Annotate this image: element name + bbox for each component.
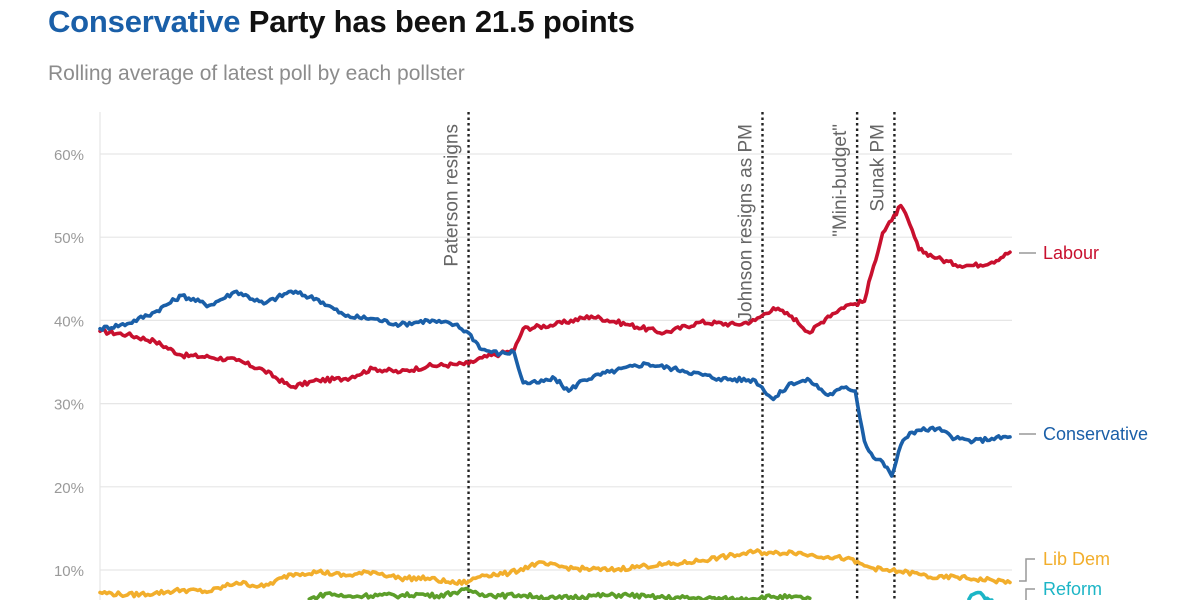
series-line-labour	[98, 203, 1012, 390]
y-tick-label: 50%	[54, 230, 84, 247]
y-tick-label: 20%	[54, 480, 84, 497]
label-leader-lib-dem	[1019, 558, 1035, 582]
series-line-reform	[967, 590, 994, 600]
series-labels: Labour Conservative Lib Dem Reform	[1019, 243, 1148, 600]
event-label-johnson-resigns-as-pm: Johnson resigns as PM	[735, 124, 756, 322]
y-tick-label: 30%	[54, 397, 84, 414]
series-label-reform: Reform	[1043, 579, 1102, 599]
series-line-lib-dem	[98, 548, 1012, 599]
y-tick-label: 40%	[54, 313, 84, 330]
series-label-labour: Labour	[1043, 243, 1099, 263]
series-label-conservative: Conservative	[1043, 424, 1148, 444]
label-leader-reform	[1025, 588, 1035, 600]
series-lines	[98, 203, 1012, 600]
gridlines	[99, 112, 1012, 600]
chart-subtitle: Rolling average of latest poll by each p…	[48, 62, 465, 85]
series-line-green	[307, 586, 812, 600]
event-label-paterson-resigns: Paterson resigns	[442, 124, 463, 267]
series-label-lib-dem: Lib Dem	[1043, 549, 1110, 569]
title-rest: Party has been 21.5 points	[240, 4, 635, 39]
event-label-mini-budget: "Mini-budget"	[830, 124, 851, 237]
event-label-sunak-pm: Sunak PM	[867, 124, 888, 212]
y-tick-label: 10%	[54, 563, 84, 580]
series-line-conservative	[98, 289, 1012, 478]
title-highlight: Conservative	[48, 4, 241, 39]
y-axis-ticks: 10% 20% 30% 40% 50% 60%	[54, 147, 84, 580]
event-markers: Paterson resigns Johnson resigns as PM "Mi…	[442, 112, 896, 600]
chart-title: Conservative Party has been 21.5 points	[48, 4, 635, 40]
y-tick-label: 60%	[54, 147, 84, 164]
